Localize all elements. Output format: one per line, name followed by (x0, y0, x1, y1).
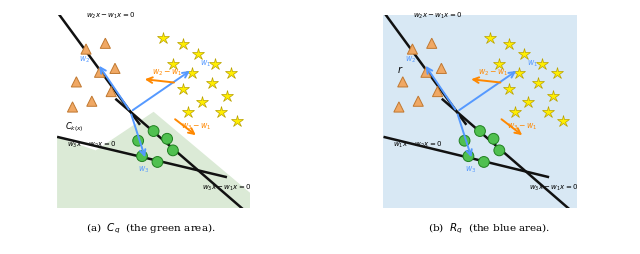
Text: $w_3-w_1$: $w_3-w_1$ (508, 122, 538, 132)
Polygon shape (81, 44, 91, 54)
Polygon shape (57, 112, 250, 208)
Circle shape (463, 151, 474, 162)
Polygon shape (436, 63, 447, 73)
Circle shape (162, 133, 173, 144)
Text: $w_3$: $w_3$ (465, 164, 476, 175)
Text: $w_2x-w_1x=0$: $w_2x-w_1x=0$ (86, 11, 136, 21)
Polygon shape (383, 15, 577, 208)
Circle shape (494, 145, 505, 156)
Polygon shape (397, 77, 408, 87)
Text: $w_2-w_1$: $w_2-w_1$ (152, 68, 182, 78)
Circle shape (152, 156, 163, 167)
Text: $w_3x-w_1x=0$: $w_3x-w_1x=0$ (529, 183, 578, 193)
Text: $C_{k(x)}$: $C_{k(x)}$ (65, 120, 84, 134)
Text: $w_2-w_1$: $w_2-w_1$ (478, 68, 509, 78)
Polygon shape (427, 38, 437, 48)
Text: $w_2$: $w_2$ (79, 54, 90, 65)
Polygon shape (95, 67, 105, 77)
Polygon shape (106, 86, 116, 97)
Text: $w_3$: $w_3$ (138, 164, 150, 175)
Polygon shape (67, 102, 77, 112)
Text: $w_1$: $w_1$ (200, 58, 211, 69)
Text: $r$: $r$ (397, 64, 403, 75)
Text: (b)  $R_q$  (the blue area).: (b) $R_q$ (the blue area). (428, 221, 551, 236)
Text: $w_2x-w_1x=0$: $w_2x-w_1x=0$ (413, 11, 462, 21)
Text: $w_2$: $w_2$ (405, 54, 416, 65)
Text: $w_1$: $w_1$ (527, 58, 538, 69)
Polygon shape (433, 86, 443, 97)
Polygon shape (394, 102, 404, 112)
Circle shape (136, 151, 147, 162)
Circle shape (459, 135, 470, 146)
Circle shape (132, 135, 143, 146)
Text: $w_1x-w_2x=0$: $w_1x-w_2x=0$ (393, 139, 443, 150)
Text: $w_3x-w_1x=0$: $w_3x-w_1x=0$ (202, 183, 252, 193)
Polygon shape (100, 38, 111, 48)
Polygon shape (110, 63, 120, 73)
Polygon shape (71, 77, 81, 87)
Polygon shape (407, 44, 417, 54)
Polygon shape (421, 67, 431, 77)
Circle shape (148, 126, 159, 136)
Text: $w_3x-w_2x=0$: $w_3x-w_2x=0$ (67, 139, 116, 150)
Text: (a)  $C_q$  (the green area).: (a) $C_q$ (the green area). (86, 221, 215, 236)
Circle shape (488, 133, 499, 144)
Polygon shape (413, 96, 423, 106)
Circle shape (479, 156, 489, 167)
Text: $w_3-w_1$: $w_3-w_1$ (181, 122, 211, 132)
Circle shape (475, 126, 485, 136)
Polygon shape (87, 96, 97, 106)
Circle shape (168, 145, 179, 156)
